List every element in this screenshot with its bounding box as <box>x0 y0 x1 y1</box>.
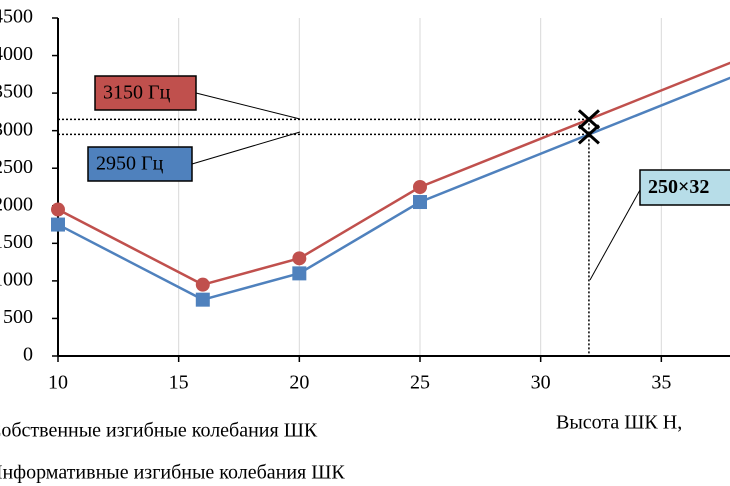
y-tick-label: 1000 <box>0 268 33 290</box>
legend-label: Информативные изгибные колебания ШК <box>0 462 345 484</box>
leader-line <box>191 131 301 165</box>
x-tick-label: 25 <box>410 372 430 394</box>
label-box <box>87 146 193 182</box>
leader-line <box>195 92 301 120</box>
point <box>195 277 210 292</box>
y-tick-label: 4000 <box>0 43 33 65</box>
point <box>195 292 210 307</box>
y-tick-label: 2500 <box>0 156 33 178</box>
point <box>51 217 65 232</box>
x-tick-label: 35 <box>651 372 671 394</box>
y-tick-label: 3500 <box>0 81 33 103</box>
point <box>413 180 427 194</box>
annotation-label: 250×32 <box>648 176 709 198</box>
y-tick-label: 500 <box>3 306 33 328</box>
y-tick-label: 2000 <box>0 193 33 215</box>
label-box <box>639 169 730 206</box>
label-box <box>94 75 197 111</box>
point <box>413 195 427 210</box>
y-tick-label: 4500 <box>0 6 33 28</box>
leader-line <box>589 189 641 281</box>
point <box>51 202 65 217</box>
legend-label: Собственные изгибные колебания ШК <box>0 420 318 442</box>
annotation-label: 3150 Гц <box>103 82 171 104</box>
x-tick-label: 10 <box>48 372 68 394</box>
y-tick-label: 1500 <box>0 231 33 253</box>
x-tick-label: 20 <box>289 372 309 394</box>
cross-marker <box>577 109 600 130</box>
cross-marker <box>577 124 600 145</box>
x-axis-label: Высота ШК Н, <box>556 412 682 434</box>
y-tick-label: 0 <box>23 344 33 366</box>
annotation-label: 2950 Гц <box>96 153 164 175</box>
x-tick-label: 15 <box>169 372 189 394</box>
point <box>292 251 307 266</box>
point <box>292 266 307 281</box>
y-tick-label: 3000 <box>0 118 33 140</box>
x-tick-label: 30 <box>531 372 551 394</box>
